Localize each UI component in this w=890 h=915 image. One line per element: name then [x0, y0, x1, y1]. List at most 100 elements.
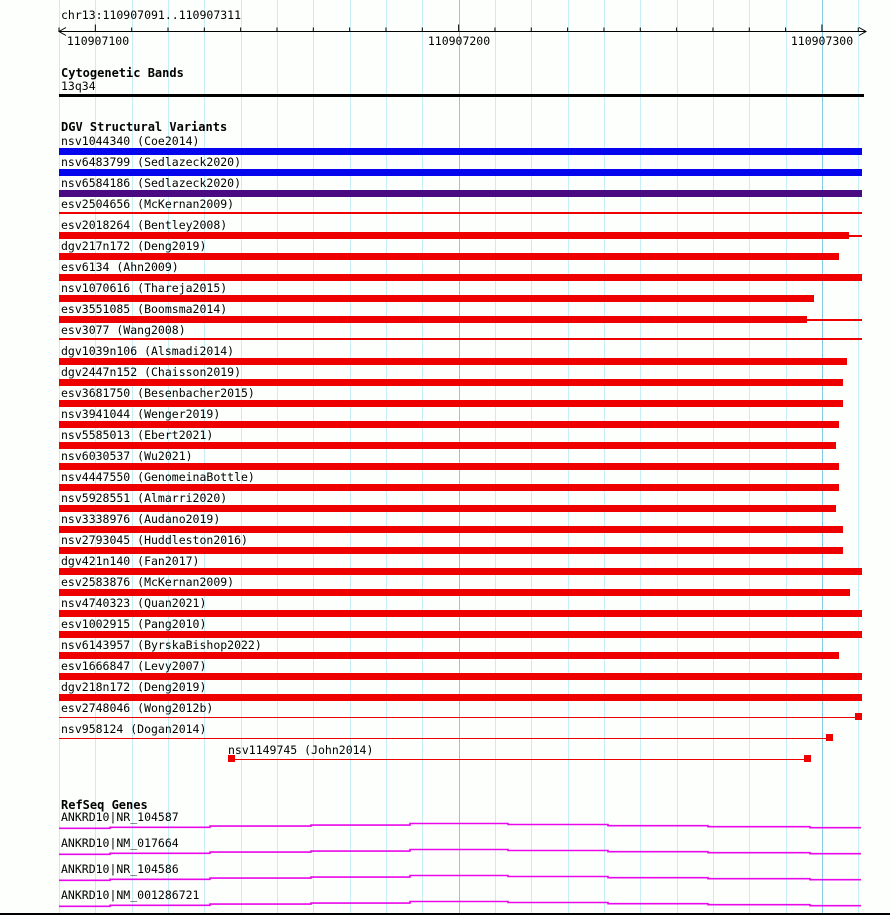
- minor-gridline: [749, 0, 751, 915]
- minor-gridline: [531, 0, 533, 915]
- minor-gridline: [167, 0, 169, 915]
- variant-label[interactable]: nsv958124 (Dogan2014): [61, 722, 207, 736]
- minor-gridline: [567, 0, 569, 915]
- gene-label[interactable]: ANKRD10|NR_104587: [61, 810, 179, 824]
- variant-bar[interactable]: [59, 547, 843, 554]
- minor-gridline: [785, 0, 787, 915]
- minor-gridline: [603, 0, 605, 915]
- minor-gridline: [676, 0, 678, 915]
- variant-label[interactable]: esv2018264 (Bentley2008): [61, 218, 228, 232]
- variant-bar[interactable]: [59, 526, 843, 533]
- variant-label[interactable]: nsv1044340 (Coe2014): [61, 134, 200, 148]
- variant-label[interactable]: nsv5928551 (Almarri2020): [61, 491, 228, 505]
- variant-bar[interactable]: [59, 148, 862, 155]
- variant-line[interactable]: [59, 737, 829, 739]
- variant-bar[interactable]: [59, 463, 839, 470]
- variant-label[interactable]: esv2748046 (Wong2012b): [61, 701, 214, 715]
- minor-gridline: [131, 0, 133, 915]
- gene-label[interactable]: ANKRD10|NM_001286721: [61, 888, 200, 902]
- variant-label[interactable]: esv3077 (Wang2008): [61, 323, 186, 337]
- variant-range-line[interactable]: [807, 319, 862, 321]
- variant-bar[interactable]: [59, 568, 862, 575]
- variant-label[interactable]: dgv421n140 (Fan2017): [61, 554, 200, 568]
- region-title: chr13:110907091..110907311: [61, 8, 242, 22]
- variant-bar[interactable]: [59, 379, 843, 386]
- variant-bar[interactable]: [59, 610, 862, 617]
- bottom-border: [0, 913, 890, 915]
- variant-label[interactable]: esv1002915 (Pang2010): [61, 617, 207, 631]
- variant-bar[interactable]: [59, 190, 862, 197]
- minor-gridline: [95, 0, 97, 915]
- variant-line[interactable]: [231, 758, 807, 760]
- minor-gridline: [712, 0, 714, 915]
- variant-label[interactable]: nsv4447550 (GenomeinaBottle): [61, 470, 255, 484]
- variant-bar[interactable]: [59, 631, 862, 638]
- variant-bar[interactable]: [59, 442, 836, 449]
- variant-label[interactable]: nsv6483799 (Sedlazeck2020): [61, 155, 242, 169]
- variant-label[interactable]: esv3681750 (Besenbacher2015): [61, 386, 255, 400]
- ruler-tick-label: 110907300: [790, 34, 854, 48]
- minor-gridline: [858, 0, 860, 915]
- variant-label[interactable]: dgv1039n106 (Alsmadi2014): [61, 344, 235, 358]
- gene-model-line[interactable]: [59, 900, 861, 908]
- minor-gridline: [59, 0, 60, 915]
- gene-label[interactable]: ANKRD10|NM_017664: [61, 836, 179, 850]
- variant-label[interactable]: nsv3338976 (Audano2019): [61, 512, 221, 526]
- minor-gridline: [240, 0, 242, 915]
- variant-label[interactable]: dgv217n172 (Deng2019): [61, 239, 207, 253]
- cytobands-header: Cytogenetic Bands: [61, 66, 184, 80]
- variant-bar[interactable]: [59, 232, 849, 239]
- variant-label[interactable]: esv3551085 (Boomsma2014): [61, 302, 228, 316]
- variant-endpoint-box[interactable]: [855, 713, 862, 720]
- variant-bar[interactable]: [59, 400, 843, 407]
- variant-bar[interactable]: [59, 694, 862, 701]
- gene-label[interactable]: ANKRD10|NR_104586: [61, 862, 179, 876]
- minor-gridline: [313, 0, 315, 915]
- variant-label[interactable]: dgv218n172 (Deng2019): [61, 680, 207, 694]
- variant-label[interactable]: nsv3941044 (Wenger2019): [61, 407, 221, 421]
- variant-bar[interactable]: [59, 484, 839, 491]
- gene-model-line[interactable]: [59, 848, 861, 856]
- variant-bar[interactable]: [59, 421, 839, 428]
- variant-label[interactable]: nsv1149745 (John2014): [228, 743, 374, 757]
- variant-bar[interactable]: [59, 169, 862, 176]
- variant-label[interactable]: nsv1070616 (Thareja2015): [61, 281, 228, 295]
- ruler-tick-label: 110907200: [427, 34, 491, 48]
- variant-bar[interactable]: [59, 652, 839, 659]
- cytoband-label[interactable]: 13q34: [61, 79, 96, 93]
- variant-line[interactable]: [59, 338, 862, 340]
- variant-bar[interactable]: [59, 316, 807, 323]
- variant-range-line[interactable]: [849, 235, 862, 237]
- variant-label[interactable]: nsv6584186 (Sedlazeck2020): [61, 176, 242, 190]
- minor-gridline: [494, 0, 496, 915]
- variant-label[interactable]: esv1666847 (Levy2007): [61, 659, 207, 673]
- variant-bar[interactable]: [59, 274, 862, 281]
- minor-gridline: [204, 0, 206, 915]
- minor-gridline: [640, 0, 642, 915]
- variant-bar[interactable]: [59, 589, 850, 596]
- variant-label[interactable]: esv2583876 (McKernan2009): [61, 575, 235, 589]
- variant-label[interactable]: nsv2793045 (Huddleston2016): [61, 533, 248, 547]
- variant-label[interactable]: esv2504656 (McKernan2009): [61, 197, 235, 211]
- gene-model-line[interactable]: [59, 822, 861, 830]
- gene-model-line[interactable]: [59, 874, 861, 882]
- variant-bar[interactable]: [59, 295, 814, 302]
- variant-line[interactable]: [59, 212, 862, 214]
- variant-bar[interactable]: [59, 505, 836, 512]
- ruler-tick-label: 110907100: [66, 34, 130, 48]
- cytoband-bar[interactable]: [59, 94, 864, 97]
- variant-bar[interactable]: [59, 253, 839, 260]
- variant-endpoint-box[interactable]: [804, 755, 811, 762]
- variant-label[interactable]: nsv4740323 (Quan2021): [61, 596, 207, 610]
- variant-endpoint-box[interactable]: [826, 734, 833, 741]
- variant-bar[interactable]: [59, 358, 847, 365]
- variant-label[interactable]: dgv2447n152 (Chaisson2019): [61, 365, 242, 379]
- variant-label[interactable]: nsv6143957 (ByrskaBishop2022): [61, 638, 262, 652]
- variant-label[interactable]: nsv5585013 (Ebert2021): [61, 428, 214, 442]
- minor-gridline: [422, 0, 424, 915]
- variant-label[interactable]: nsv6030537 (Wu2021): [61, 449, 193, 463]
- variant-bar[interactable]: [59, 673, 862, 680]
- variant-label[interactable]: esv6134 (Ahn2009): [61, 260, 179, 274]
- variant-line[interactable]: [59, 716, 858, 718]
- minor-gridline: [385, 0, 387, 915]
